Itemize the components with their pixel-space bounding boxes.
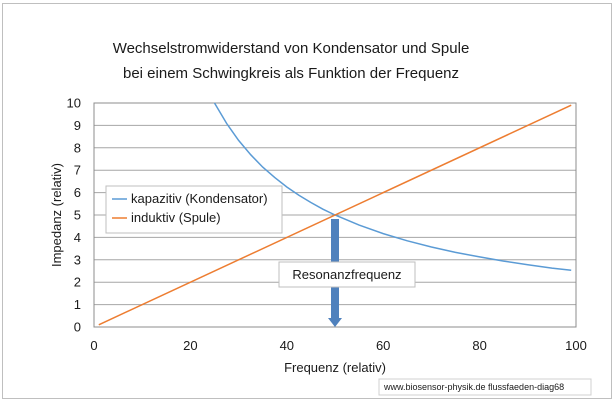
x-tick-label: 20 (183, 338, 197, 353)
y-axis-title: Impedanz (relativ) (49, 163, 64, 267)
y-axis-ticks: 0 1 2 3 4 5 6 7 8 9 10 (67, 96, 81, 335)
y-tick-label: 7 (74, 163, 81, 178)
x-axis-title: Frequenz (relativ) (284, 360, 386, 375)
y-tick-label: 9 (74, 118, 81, 133)
y-tick-label: 4 (74, 230, 81, 245)
y-tick-label: 5 (74, 208, 81, 223)
x-tick-label: 60 (376, 338, 390, 353)
y-tick-label: 1 (74, 297, 81, 312)
legend-box (105, 185, 283, 234)
resonance-label: Resonanzfrequenz (292, 267, 401, 282)
series-line-induktiv (98, 104, 572, 326)
credit-box: www.biosensor-physik.de flussfaeden-diag… (378, 378, 592, 396)
y-tick-label: 8 (74, 140, 81, 155)
legend-label-kapazitiv: kapazitiv (Kondensator) (131, 191, 268, 206)
y-tick-label: 2 (74, 275, 81, 290)
chart-title-line-2: bei einem Schwingkreis als Funktion der … (123, 65, 459, 82)
resonance-annotation: Resonanzfrequenz (278, 219, 416, 327)
x-tick-label: 0 (90, 338, 97, 353)
resonance-label-box (278, 261, 416, 288)
credit-border (378, 378, 592, 396)
y-tick-label: 10 (67, 96, 81, 111)
x-axis-ticks: 0 20 40 60 80 100 (90, 338, 586, 353)
x-tick-label: 80 (472, 338, 486, 353)
legend-label-induktiv: induktiv (Spule) (131, 210, 221, 225)
legend: kapazitiv (Kondensator) induktiv (Spule) (105, 185, 283, 234)
chart-title-line-1: Wechselstromwiderstand von Kondensator u… (113, 40, 470, 57)
y-tick-label: 3 (74, 252, 81, 267)
credit-text: www.biosensor-physik.de flussfaeden-diag… (383, 382, 564, 392)
y-tick-label: 0 (74, 320, 81, 335)
y-tick-label: 6 (74, 185, 81, 200)
x-tick-label: 100 (565, 338, 587, 353)
resonance-arrow-head (328, 318, 342, 327)
chart-frame: Wechselstromwiderstand von Kondensator u… (2, 3, 612, 399)
x-tick-label: 40 (280, 338, 294, 353)
chart: Wechselstromwiderstand von Kondensator u… (49, 40, 592, 396)
series (98, 102, 572, 326)
